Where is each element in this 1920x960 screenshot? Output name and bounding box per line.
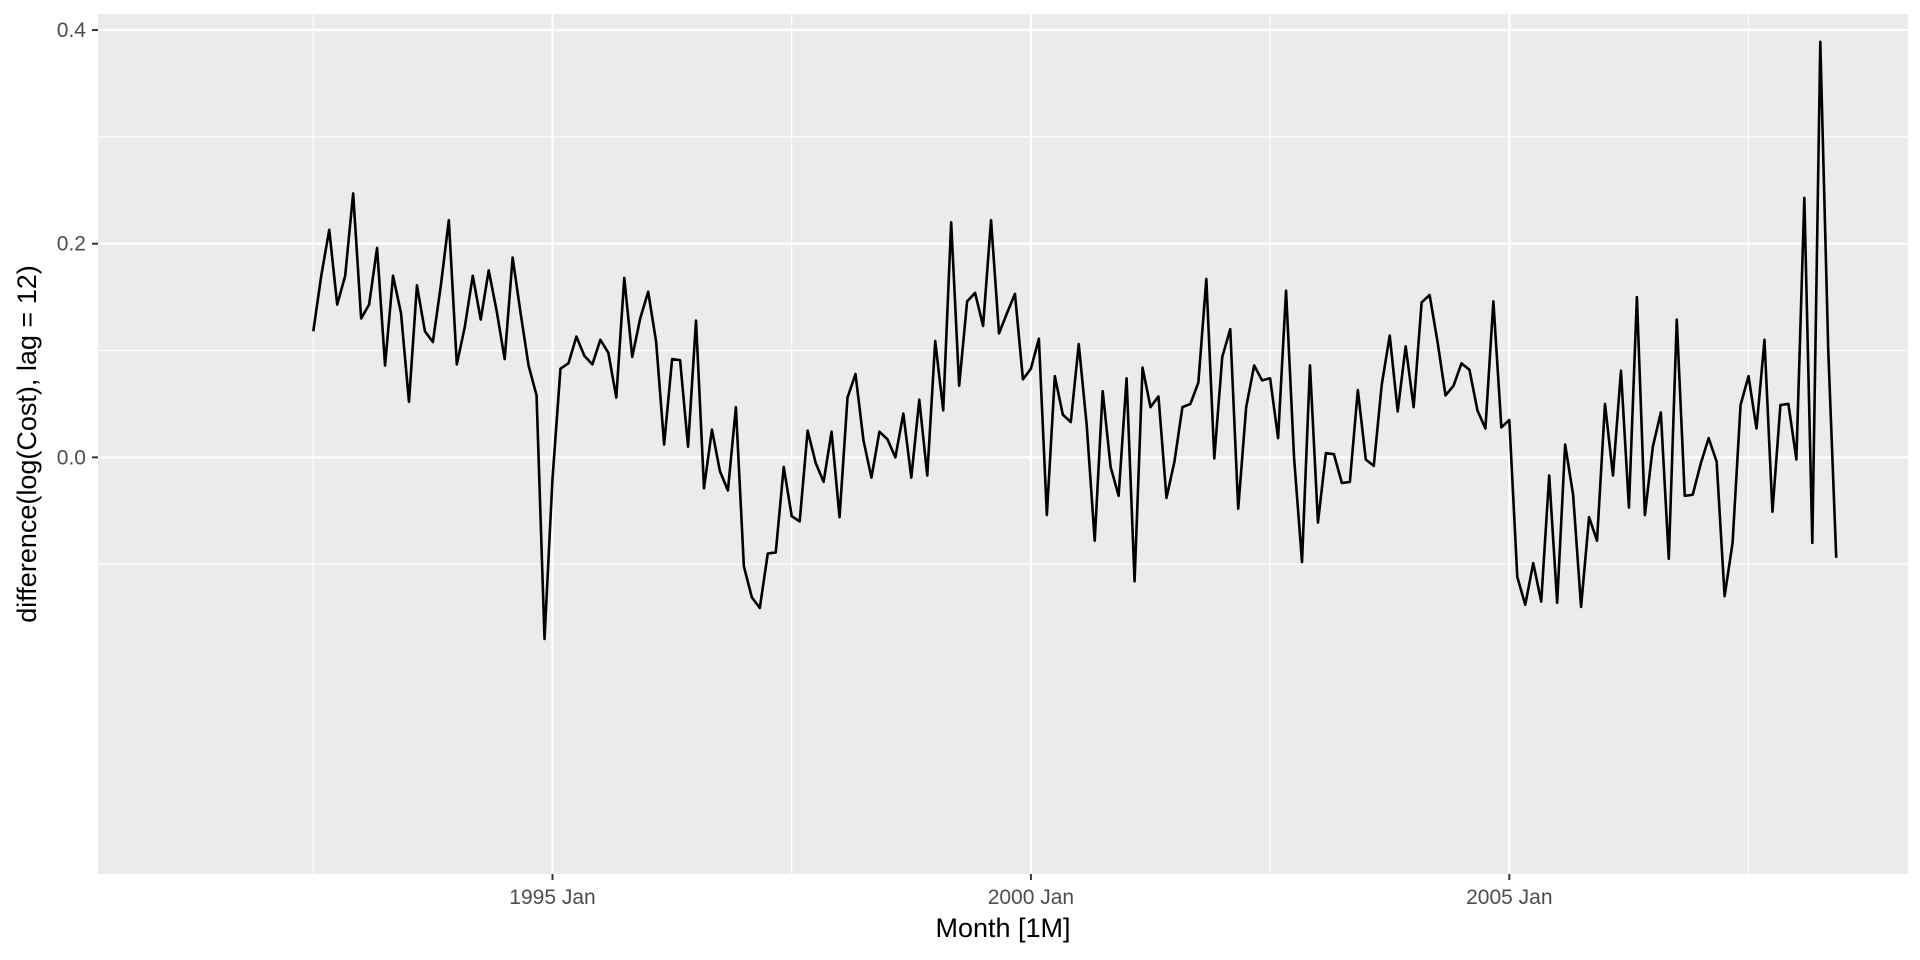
x-tick-label: 2005 Jan [1466, 886, 1552, 909]
grid-lines [98, 14, 1908, 874]
series-line [312, 40, 1838, 641]
x-axis-title: Month [1M] [935, 913, 1070, 943]
x-axis: 1995 Jan 2000 Jan 2005 Jan [509, 874, 1553, 909]
panel-background [98, 14, 1908, 874]
y-tick-label: 0.4 [57, 19, 87, 42]
y-tick-label: 0.2 [57, 233, 86, 256]
y-axis: 0.0 0.2 0.4 [57, 19, 98, 469]
series-layer [312, 40, 1838, 641]
x-tick-label: 1995 Jan [509, 886, 595, 909]
y-axis-title: difference(log(Cost), lag = 12) [12, 265, 42, 622]
x-tick-label: 2000 Jan [988, 886, 1074, 909]
y-tick-label: 0.0 [57, 446, 86, 469]
